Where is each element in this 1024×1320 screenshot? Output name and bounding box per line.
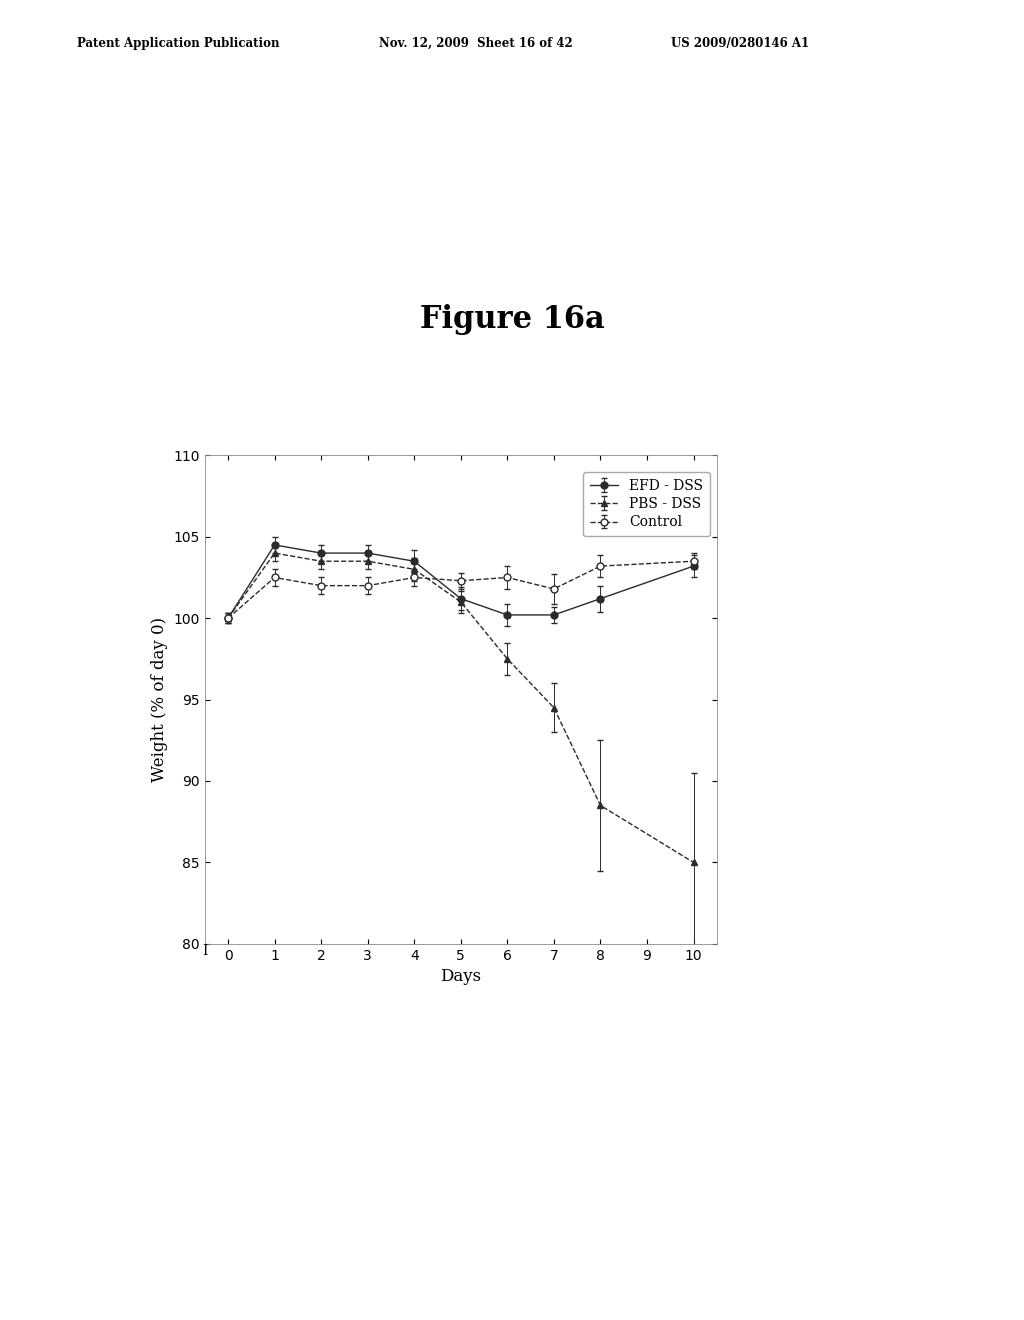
Text: I: I	[202, 944, 208, 958]
Legend: EFD - DSS, PBS - DSS, Control: EFD - DSS, PBS - DSS, Control	[583, 473, 710, 536]
Text: US 2009/0280146 A1: US 2009/0280146 A1	[671, 37, 809, 50]
Text: Figure 16a: Figure 16a	[420, 304, 604, 334]
X-axis label: Days: Days	[440, 968, 481, 985]
Y-axis label: Weight (% of day 0): Weight (% of day 0)	[151, 616, 168, 783]
Text: Nov. 12, 2009  Sheet 16 of 42: Nov. 12, 2009 Sheet 16 of 42	[379, 37, 572, 50]
Text: Patent Application Publication: Patent Application Publication	[77, 37, 280, 50]
